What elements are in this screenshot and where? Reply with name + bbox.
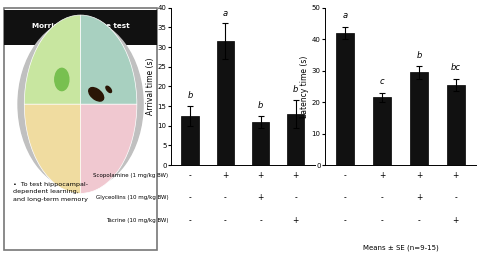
Bar bbox=[372, 98, 390, 165]
Text: -: - bbox=[380, 194, 383, 202]
Text: +: + bbox=[378, 171, 384, 180]
Text: -: - bbox=[259, 216, 261, 225]
FancyBboxPatch shape bbox=[4, 10, 157, 45]
Text: -: - bbox=[417, 216, 420, 225]
Text: +: + bbox=[452, 171, 458, 180]
Text: b: b bbox=[292, 85, 298, 94]
Text: Tacrine (10 mg/kg BW): Tacrine (10 mg/kg BW) bbox=[106, 218, 168, 223]
FancyBboxPatch shape bbox=[4, 8, 157, 250]
Text: +: + bbox=[257, 171, 263, 180]
Bar bbox=[251, 122, 269, 165]
Text: -: - bbox=[454, 194, 456, 202]
Text: a: a bbox=[222, 9, 228, 18]
Text: -: - bbox=[343, 216, 346, 225]
Wedge shape bbox=[24, 15, 81, 104]
Bar bbox=[216, 41, 234, 165]
Circle shape bbox=[55, 68, 69, 91]
Ellipse shape bbox=[89, 87, 103, 101]
Text: -: - bbox=[224, 216, 226, 225]
Text: b: b bbox=[187, 91, 192, 100]
Text: Scopolamine (1 mg/kg BW): Scopolamine (1 mg/kg BW) bbox=[93, 173, 168, 178]
Wedge shape bbox=[24, 104, 81, 194]
Ellipse shape bbox=[106, 86, 111, 93]
Text: -: - bbox=[380, 216, 383, 225]
Bar bbox=[181, 116, 199, 165]
Text: +: + bbox=[415, 171, 421, 180]
Text: c: c bbox=[379, 77, 384, 86]
Text: a: a bbox=[342, 11, 347, 20]
Ellipse shape bbox=[18, 19, 143, 190]
Text: -: - bbox=[188, 216, 191, 225]
Bar bbox=[409, 72, 427, 165]
Text: -: - bbox=[294, 194, 297, 202]
Text: Glyceollins (10 mg/kg BW): Glyceollins (10 mg/kg BW) bbox=[96, 195, 168, 200]
Text: +: + bbox=[222, 171, 228, 180]
Text: b: b bbox=[415, 51, 421, 60]
Text: b: b bbox=[257, 101, 263, 110]
Bar bbox=[446, 85, 464, 165]
Text: •  To test hippocampal-
dependent learning,
and long-term memory: • To test hippocampal- dependent learnin… bbox=[13, 182, 88, 202]
Text: +: + bbox=[415, 194, 421, 202]
Bar bbox=[335, 33, 353, 165]
Text: +: + bbox=[257, 194, 263, 202]
Text: +: + bbox=[292, 171, 298, 180]
Text: -: - bbox=[343, 194, 346, 202]
Bar bbox=[286, 114, 304, 165]
Text: -: - bbox=[224, 194, 226, 202]
Text: -: - bbox=[188, 171, 191, 180]
Text: Morris water  maze test: Morris water maze test bbox=[32, 23, 129, 29]
Y-axis label: Latency time (s): Latency time (s) bbox=[299, 55, 308, 118]
Text: bc: bc bbox=[450, 63, 460, 72]
Text: -: - bbox=[343, 171, 346, 180]
Text: Means ± SE (n=9-15): Means ± SE (n=9-15) bbox=[362, 244, 437, 251]
Wedge shape bbox=[80, 104, 136, 194]
Text: +: + bbox=[292, 216, 298, 225]
Text: +: + bbox=[452, 216, 458, 225]
Y-axis label: Arrival time (s): Arrival time (s) bbox=[145, 58, 155, 115]
Wedge shape bbox=[81, 15, 136, 104]
Text: -: - bbox=[188, 194, 191, 202]
